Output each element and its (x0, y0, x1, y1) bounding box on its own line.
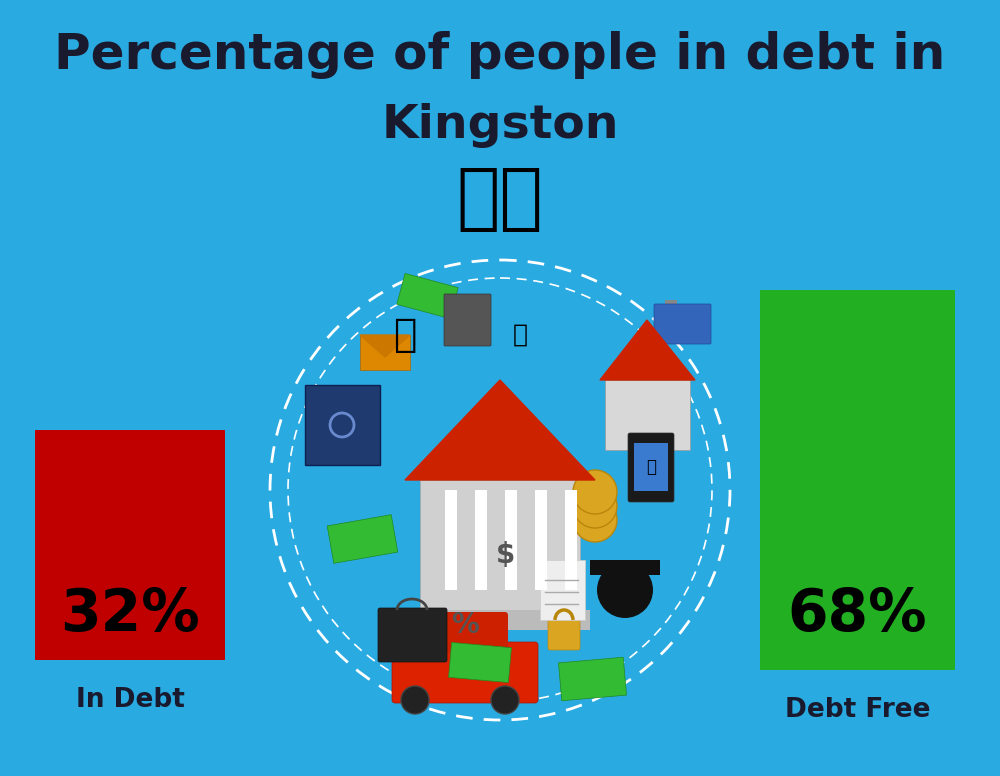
FancyBboxPatch shape (445, 490, 457, 590)
FancyBboxPatch shape (327, 514, 398, 563)
FancyBboxPatch shape (535, 490, 547, 590)
Polygon shape (405, 380, 595, 480)
Circle shape (491, 686, 519, 714)
Text: 🦅: 🦅 (393, 316, 417, 354)
FancyBboxPatch shape (634, 443, 668, 491)
Text: 32%: 32% (60, 587, 200, 643)
Circle shape (597, 562, 653, 618)
FancyBboxPatch shape (392, 642, 538, 703)
Polygon shape (600, 320, 695, 380)
FancyBboxPatch shape (760, 290, 955, 670)
FancyBboxPatch shape (305, 385, 380, 465)
FancyBboxPatch shape (505, 490, 517, 590)
FancyBboxPatch shape (565, 490, 577, 590)
Text: Debt Free: Debt Free (785, 697, 930, 723)
FancyBboxPatch shape (548, 618, 580, 650)
FancyBboxPatch shape (628, 433, 674, 502)
Circle shape (573, 470, 617, 514)
FancyBboxPatch shape (360, 335, 410, 370)
FancyBboxPatch shape (540, 560, 585, 620)
FancyBboxPatch shape (397, 273, 458, 319)
Text: 🔑: 🔑 (512, 323, 528, 347)
FancyBboxPatch shape (35, 430, 225, 660)
Polygon shape (360, 335, 410, 357)
Text: $: $ (495, 541, 515, 569)
FancyBboxPatch shape (475, 490, 487, 590)
Circle shape (401, 686, 429, 714)
FancyBboxPatch shape (558, 657, 627, 701)
FancyBboxPatch shape (378, 608, 447, 662)
FancyBboxPatch shape (410, 610, 590, 630)
FancyBboxPatch shape (665, 300, 677, 335)
Text: %: % (451, 611, 479, 639)
Text: Kingston: Kingston (381, 102, 619, 147)
FancyBboxPatch shape (444, 294, 491, 346)
FancyBboxPatch shape (654, 304, 711, 344)
FancyBboxPatch shape (449, 643, 511, 683)
Text: 68%: 68% (788, 587, 927, 643)
FancyBboxPatch shape (420, 480, 580, 610)
Circle shape (573, 484, 617, 528)
Text: In Debt: In Debt (76, 687, 184, 713)
Circle shape (573, 498, 617, 542)
Text: 🏦: 🏦 (646, 458, 656, 476)
Text: Percentage of people in debt in: Percentage of people in debt in (54, 31, 946, 79)
FancyBboxPatch shape (590, 560, 660, 575)
Text: 🇯🇲: 🇯🇲 (457, 165, 543, 234)
FancyBboxPatch shape (412, 612, 508, 653)
FancyBboxPatch shape (605, 380, 690, 450)
